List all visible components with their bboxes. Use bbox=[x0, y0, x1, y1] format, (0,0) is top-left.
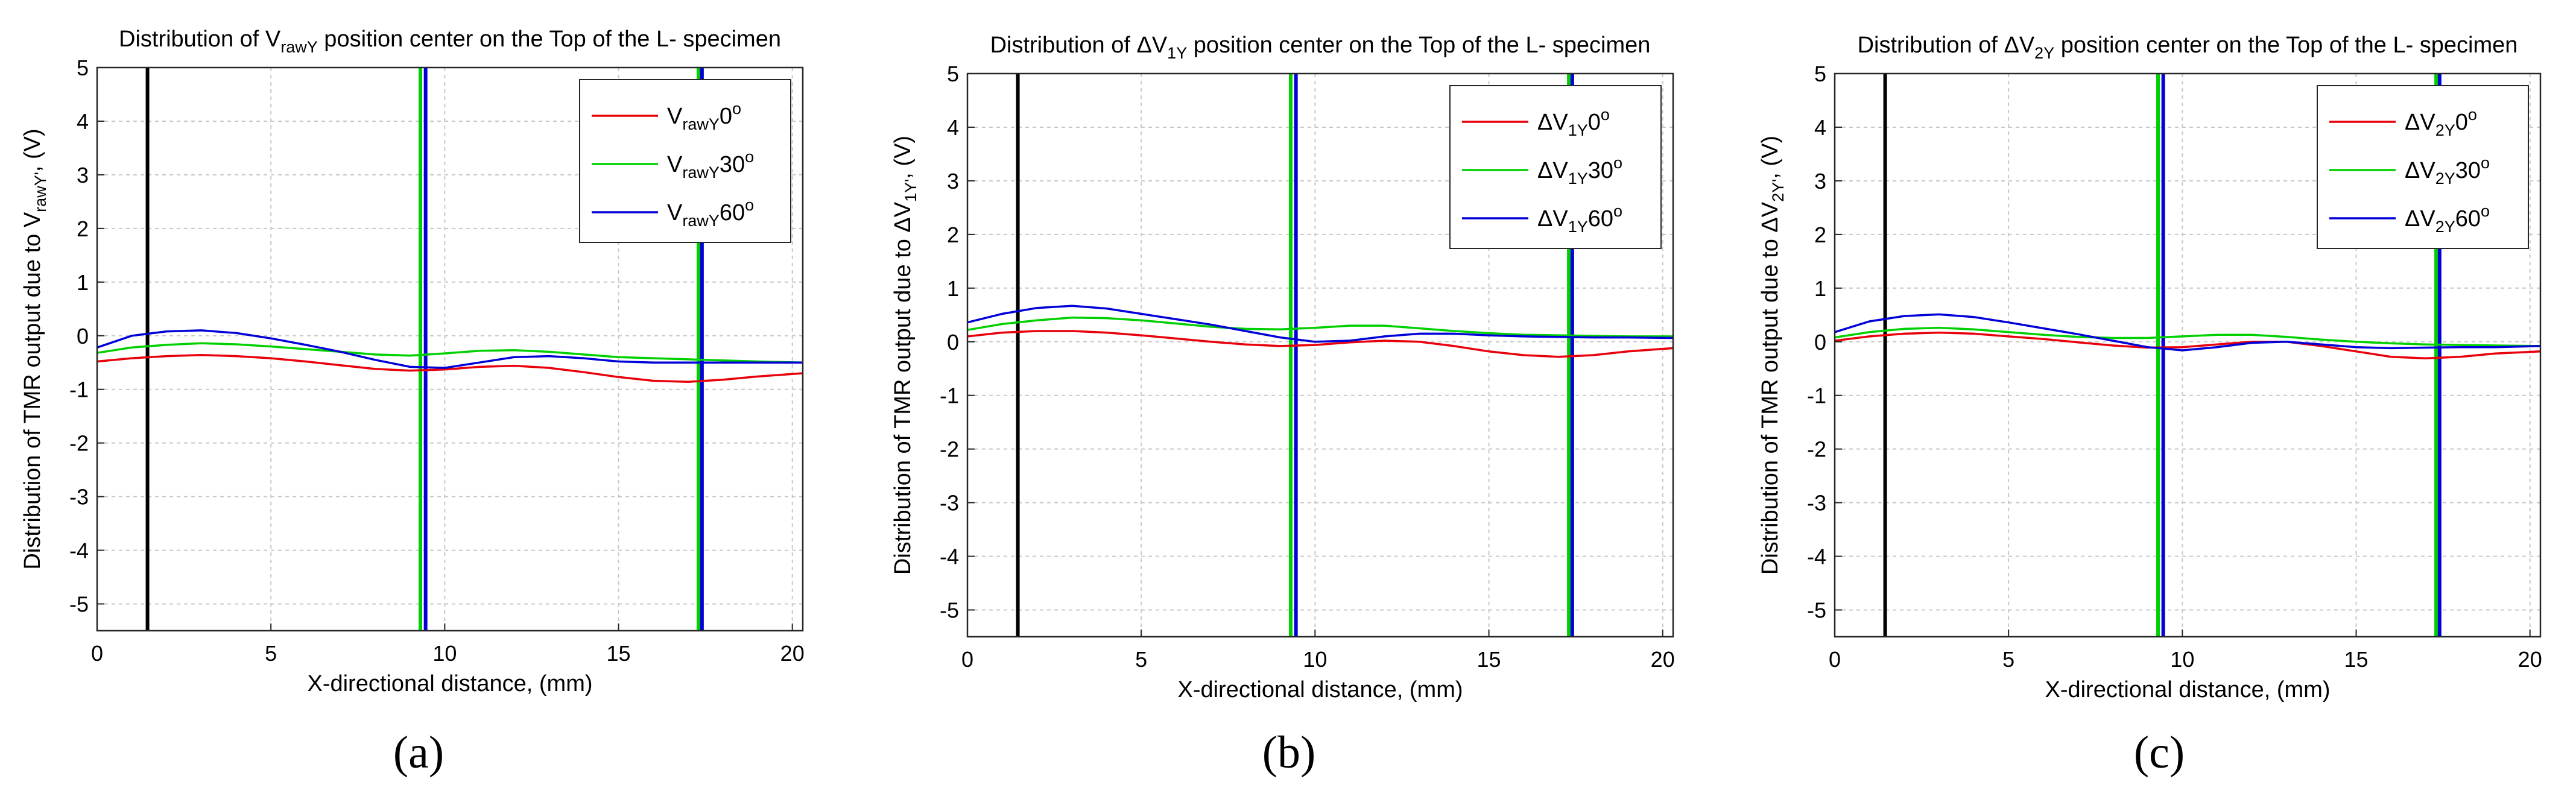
series-line bbox=[1834, 326, 2541, 347]
legend-label: VrawY0o bbox=[667, 99, 741, 133]
x-tick-label: 15 bbox=[1477, 647, 1501, 672]
y-tick-label: 4 bbox=[77, 109, 89, 134]
legend-box bbox=[1449, 85, 1662, 249]
x-tick-label: 0 bbox=[961, 647, 973, 672]
y-tick-label: 0 bbox=[1814, 330, 1826, 355]
panel-label-b: (b) bbox=[1262, 727, 1316, 778]
x-tick-label: 5 bbox=[265, 641, 277, 666]
legend-label: VrawY30o bbox=[667, 148, 754, 181]
y-tick-label: 1 bbox=[1814, 276, 1826, 301]
x-tick-label: 0 bbox=[91, 641, 103, 666]
x-tick-label: 15 bbox=[2344, 647, 2369, 672]
y-tick-label: -1 bbox=[1807, 383, 1826, 408]
x-axis-label: X-directional distance, (mm) bbox=[1177, 677, 1463, 702]
panel-label-c: (c) bbox=[2133, 727, 2185, 778]
series-line bbox=[1834, 331, 2541, 360]
x-tick-label: 0 bbox=[1829, 647, 1841, 672]
series-line bbox=[97, 354, 803, 383]
x-tick-label: 10 bbox=[432, 641, 457, 666]
y-tick-label: -3 bbox=[1807, 491, 1826, 516]
x-tick-label: 5 bbox=[2002, 647, 2014, 672]
legend-box bbox=[2317, 85, 2529, 249]
y-tick-label: -4 bbox=[69, 538, 89, 563]
x-tick-label: 5 bbox=[1135, 647, 1147, 672]
axes-box bbox=[1834, 72, 2542, 638]
legend-label: ΔV1Y0o bbox=[1537, 106, 1610, 139]
y-tick-label: 0 bbox=[947, 330, 959, 355]
y-tick-label: -4 bbox=[940, 544, 959, 569]
chart-title: Distribution of ΔV1Y position center on … bbox=[990, 33, 1651, 62]
y-tick-label: -3 bbox=[69, 485, 89, 510]
series-line bbox=[97, 329, 803, 369]
y-tick-label: -3 bbox=[940, 491, 959, 516]
y-tick-label: 4 bbox=[947, 115, 959, 140]
y-tick-label: -5 bbox=[1807, 598, 1826, 623]
legend-label: VrawY60o bbox=[667, 196, 754, 230]
series-line bbox=[1834, 313, 2541, 352]
y-tick-label: -2 bbox=[940, 437, 959, 462]
x-tick-label: 20 bbox=[2518, 647, 2542, 672]
y-tick-label: -5 bbox=[940, 598, 959, 623]
y-tick-label: 2 bbox=[77, 216, 89, 241]
y-tick-label: 5 bbox=[1814, 62, 1826, 86]
y-tick-label: -2 bbox=[69, 431, 89, 456]
legend-label: ΔV1Y30o bbox=[1537, 154, 1622, 188]
y-tick-label: 1 bbox=[77, 270, 89, 295]
series-line bbox=[967, 330, 1674, 358]
legend-label: ΔV2Y0o bbox=[2405, 106, 2477, 139]
x-tick-label: 20 bbox=[780, 641, 805, 666]
x-tick-label: 10 bbox=[2170, 647, 2194, 672]
y-tick-label: 1 bbox=[947, 276, 959, 301]
y-tick-label: 3 bbox=[947, 169, 959, 194]
y-tick-label: 2 bbox=[1814, 223, 1826, 247]
y-tick-label: 4 bbox=[1814, 115, 1826, 140]
axes-box bbox=[966, 72, 1674, 638]
chart-title: Distribution of ΔV2Y position center on … bbox=[1858, 33, 2518, 62]
y-tick-label: 2 bbox=[947, 223, 959, 247]
x-tick-label: 10 bbox=[1303, 647, 1327, 672]
y-tick-label: 0 bbox=[77, 324, 89, 349]
legend-label: ΔV2Y60o bbox=[2405, 202, 2490, 236]
x-tick-label: 20 bbox=[1651, 647, 1675, 672]
y-tick-label: -5 bbox=[69, 592, 89, 617]
legend-box bbox=[579, 79, 791, 243]
x-axis-label: X-directional distance, (mm) bbox=[307, 671, 592, 696]
chart-title: Distribution of VrawY position center on… bbox=[119, 27, 781, 56]
x-axis-label: X-directional distance, (mm) bbox=[2045, 677, 2330, 702]
y-tick-label: 5 bbox=[77, 55, 89, 80]
y-tick-label: -1 bbox=[69, 377, 89, 402]
series-line bbox=[97, 342, 803, 364]
series-line bbox=[967, 305, 1674, 343]
y-axis-label: Distribution of TMR output due to ΔV2Y',… bbox=[1758, 136, 1787, 575]
panel-label-a: (a) bbox=[393, 727, 445, 778]
y-tick-label: 3 bbox=[77, 163, 89, 188]
series-line bbox=[967, 316, 1673, 338]
y-tick-label: -1 bbox=[940, 383, 959, 408]
y-tick-label: -2 bbox=[1807, 437, 1826, 462]
y-tick-label: 3 bbox=[1814, 169, 1826, 194]
axes-box bbox=[96, 66, 804, 632]
x-tick-label: 15 bbox=[607, 641, 631, 666]
y-axis-label: Distribution of TMR output due to VrawY'… bbox=[20, 128, 49, 569]
y-axis-label: Distribution of TMR output due to ΔV1Y',… bbox=[890, 136, 920, 575]
y-tick-label: -4 bbox=[1807, 544, 1826, 569]
legend-label: ΔV1Y60o bbox=[1537, 202, 1622, 236]
y-tick-label: 5 bbox=[947, 62, 959, 86]
legend-label: ΔV2Y30o bbox=[2405, 154, 2490, 188]
